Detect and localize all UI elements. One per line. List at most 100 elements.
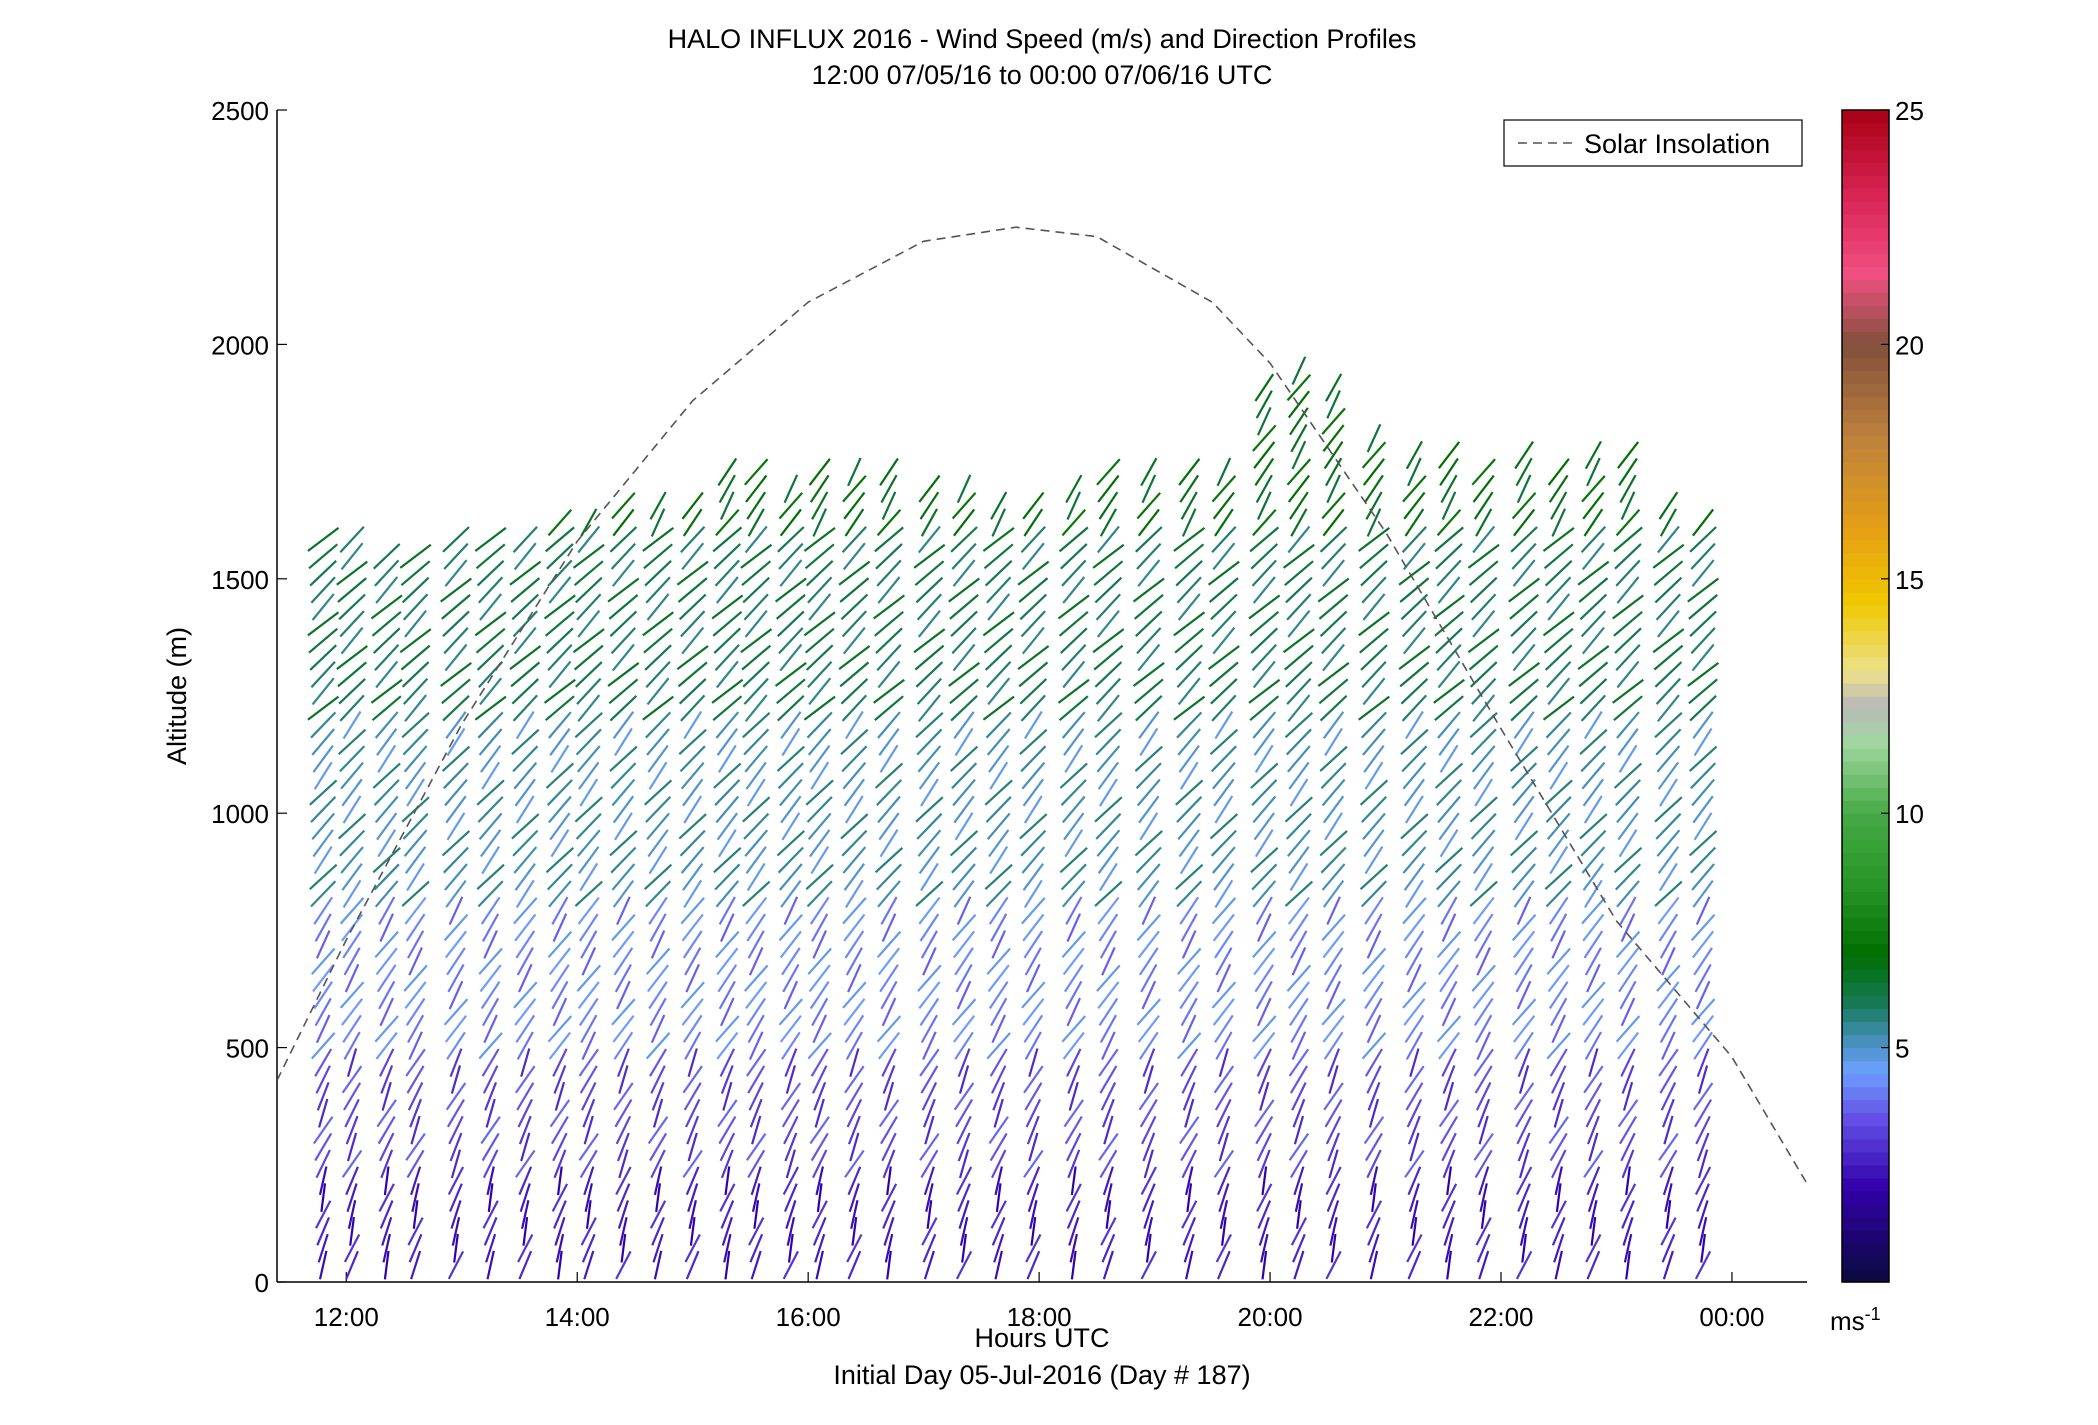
wind-barb: [1511, 998, 1537, 1026]
wind-barb: [1057, 678, 1090, 704]
wind-barb: [1133, 594, 1164, 620]
wind-barb: [1401, 694, 1428, 722]
wind-barb: [1020, 745, 1047, 773]
wind-barb: [1547, 964, 1570, 993]
wind-barb: [810, 1132, 829, 1162]
wind-barb: [610, 627, 637, 655]
legend-label: Solar Insolation: [1584, 129, 1770, 159]
wind-barb: [681, 913, 704, 942]
wind-barb: [775, 594, 806, 620]
wind-barb: [813, 1082, 827, 1111]
wind-barb: [1139, 1099, 1158, 1128]
wind-barb: [882, 1200, 896, 1229]
wind-barb: [401, 576, 430, 604]
wind-barb: [1361, 1032, 1387, 1060]
legend: Solar Insolation: [1503, 119, 1803, 167]
wind-barb: [446, 947, 466, 976]
wind-barb: [1099, 930, 1117, 959]
wind-barb: [1655, 728, 1682, 756]
wind-barb: [341, 1149, 363, 1178]
wind-barb: [1469, 711, 1498, 739]
wind-barb: [445, 879, 467, 908]
wind-barb: [1578, 661, 1609, 688]
wind-barb: [1551, 508, 1567, 537]
wind-barb: [544, 526, 575, 553]
wind-barb: [1214, 879, 1234, 908]
colorbar-segment: [1842, 1177, 1889, 1192]
wind-barb: [1290, 1014, 1308, 1044]
wind-barb: [1178, 744, 1200, 773]
wind-barb: [1020, 610, 1046, 638]
colorbar-segment: [1842, 305, 1889, 319]
wind-barb: [1174, 543, 1205, 570]
wind-barb: [544, 610, 575, 637]
wind-barb: [377, 744, 397, 773]
wind-barb: [513, 897, 538, 925]
colorbar-segment: [1842, 292, 1889, 306]
wind-barb: [576, 677, 602, 705]
wind-barb: [982, 695, 1015, 721]
wind-barb: [515, 1014, 536, 1043]
wind-barb: [613, 947, 634, 976]
wind-barb: [648, 761, 668, 790]
wind-barb: [1180, 1132, 1199, 1162]
wind-barb: [809, 744, 831, 773]
wind-barb: [1660, 1082, 1677, 1111]
wind-barb: [1582, 778, 1604, 807]
wind-barb: [1063, 964, 1084, 993]
wind-barb: [1442, 1200, 1456, 1229]
wind-barb: [991, 930, 1007, 959]
colorbar-segment: [1842, 1138, 1889, 1153]
wind-barb: [1440, 474, 1458, 504]
wind-barb: [645, 576, 671, 604]
wind-barb: [1581, 897, 1606, 925]
wind-barb: [1621, 1200, 1635, 1229]
wind-barb: [576, 964, 602, 992]
wind-barb: [1253, 812, 1275, 841]
wind-barb: [717, 457, 738, 487]
wind-barb: [337, 728, 367, 756]
wind-barb: [879, 744, 899, 773]
wind-barb: [777, 610, 805, 637]
wind-barb: [310, 660, 336, 688]
wind-barb: [678, 728, 707, 756]
wind-barb: [443, 846, 469, 874]
wind-barb: [843, 863, 865, 891]
wind-barb: [1361, 576, 1387, 604]
wind-barb: [444, 930, 467, 959]
wind-barb: [1510, 526, 1538, 553]
colorbar-segment: [1842, 904, 1889, 918]
colorbar-segment: [1842, 227, 1889, 241]
wind-barb: [1362, 677, 1386, 706]
colorbar-segment: [1842, 1203, 1889, 1218]
wind-barb: [1292, 1098, 1306, 1128]
wind-barb: [1404, 930, 1425, 959]
wind-barb: [949, 594, 979, 620]
wind-barb: [951, 913, 977, 942]
x-tick-label: 14:00: [545, 1302, 610, 1332]
wind-barb: [1325, 373, 1343, 402]
wind-barb: [1399, 661, 1430, 688]
wind-barb: [1434, 526, 1464, 553]
wind-barb: [1065, 474, 1083, 504]
wind-barb: [687, 1048, 698, 1078]
wind-barb: [441, 745, 471, 772]
wind-barb: [577, 525, 601, 554]
wind-barb: [952, 643, 976, 672]
wind-barb: [1579, 678, 1608, 705]
x-axis-label-2: Initial Day 05-Jul-2016 (Day # 187): [833, 1360, 1250, 1390]
wind-barb: [652, 1098, 664, 1128]
wind-barb: [453, 1233, 459, 1263]
colorbar-segment: [1842, 409, 1889, 424]
wind-barb: [1256, 491, 1272, 520]
wind-barb: [1288, 1048, 1310, 1077]
wind-barb: [478, 728, 503, 756]
wind-barb: [653, 1250, 663, 1280]
wind-barb: [918, 761, 941, 790]
wind-barb: [406, 778, 425, 807]
wind-barb: [743, 677, 769, 705]
wind-barb: [686, 1115, 700, 1145]
wind-barb: [405, 997, 426, 1027]
wind-barb: [919, 997, 940, 1027]
wind-barb: [777, 526, 805, 553]
